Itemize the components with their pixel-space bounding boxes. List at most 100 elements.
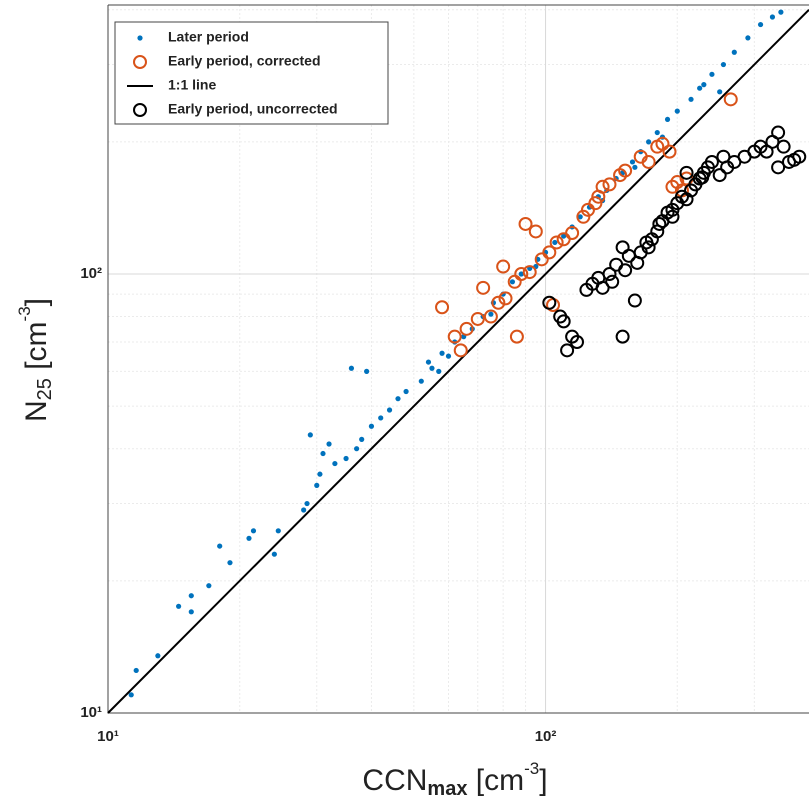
data-point xyxy=(435,300,450,315)
data-point xyxy=(609,257,624,272)
data-point xyxy=(717,89,723,95)
data-point xyxy=(488,311,494,317)
y-tick-label: 10¹ xyxy=(80,704,102,721)
data-point xyxy=(618,163,633,178)
data-point xyxy=(534,252,549,267)
data-point xyxy=(378,415,384,421)
data-point xyxy=(447,329,462,344)
data-point xyxy=(570,335,585,350)
data-point xyxy=(542,245,557,260)
data-point xyxy=(723,92,738,107)
legend-label: Later period xyxy=(168,29,249,45)
data-point xyxy=(664,116,671,123)
data-point xyxy=(641,154,656,169)
data-point xyxy=(304,500,310,507)
data-point xyxy=(771,125,786,140)
data-point xyxy=(332,460,338,467)
data-point xyxy=(561,233,567,239)
data-point xyxy=(560,343,575,358)
data-point xyxy=(627,293,642,308)
data-point xyxy=(418,378,424,384)
data-point xyxy=(720,61,727,68)
data-point xyxy=(662,144,677,159)
data-point xyxy=(359,436,365,442)
data-point xyxy=(483,309,498,324)
data-point xyxy=(697,85,703,91)
y-axis-label-part: [cm xyxy=(20,321,53,378)
data-point xyxy=(654,129,660,136)
data-point xyxy=(271,551,277,557)
data-point xyxy=(665,209,680,224)
data-point xyxy=(155,653,161,659)
data-point xyxy=(731,49,737,55)
y-tick-label: 10² xyxy=(80,265,102,282)
x-axis-label-part: ] xyxy=(539,764,547,797)
data-point xyxy=(556,314,571,329)
data-point xyxy=(632,164,638,170)
legend-marker xyxy=(133,55,147,69)
legend-label: 1:1 line xyxy=(168,77,216,93)
data-point xyxy=(514,267,529,282)
data-point xyxy=(354,446,360,452)
data-point xyxy=(565,225,580,240)
data-point xyxy=(615,240,630,255)
legend-box xyxy=(114,21,389,125)
y-axis-label-part: 25 xyxy=(34,378,56,400)
reference-line xyxy=(107,9,809,714)
data-point xyxy=(641,240,656,255)
data-point xyxy=(704,154,719,169)
data-point xyxy=(518,271,524,277)
data-point xyxy=(275,528,281,534)
data-point xyxy=(652,216,667,231)
data-point xyxy=(227,560,233,566)
legend-marker xyxy=(137,35,143,41)
data-point xyxy=(757,21,764,28)
data-point xyxy=(709,71,715,77)
y-axis-label: N25 [cm-3] xyxy=(15,298,56,422)
data-point xyxy=(476,280,491,295)
data-point xyxy=(776,139,791,154)
data-point xyxy=(217,543,223,549)
legend-label: Early period, corrected xyxy=(168,53,321,69)
data-point xyxy=(320,450,326,457)
legend-marker xyxy=(133,103,147,117)
data-point xyxy=(445,353,452,359)
data-point xyxy=(307,432,313,438)
data-point xyxy=(542,295,557,310)
data-point xyxy=(453,343,468,358)
data-point xyxy=(769,14,776,20)
data-point xyxy=(655,136,670,151)
data-point xyxy=(133,667,139,674)
data-point xyxy=(128,692,134,698)
data-point xyxy=(518,216,533,231)
data-point xyxy=(745,35,751,41)
data-point xyxy=(314,482,320,488)
data-point xyxy=(549,235,564,250)
data-point xyxy=(206,583,212,589)
data-point xyxy=(364,368,370,374)
x-axis-label-part: [cm xyxy=(467,764,524,797)
data-point xyxy=(522,265,537,280)
y-axis-label-part: ] xyxy=(20,298,53,306)
data-point xyxy=(771,160,786,175)
data-point xyxy=(509,329,524,344)
data-point xyxy=(470,311,485,326)
data-point xyxy=(716,149,731,164)
data-point xyxy=(509,279,516,285)
data-point xyxy=(688,96,694,102)
x-tick-label: 10¹ xyxy=(97,728,119,745)
data-point xyxy=(602,177,617,192)
y-axis-label-part: N xyxy=(20,400,53,422)
data-point xyxy=(615,329,630,344)
data-point xyxy=(343,455,349,462)
data-point xyxy=(595,280,610,295)
data-point xyxy=(188,593,194,599)
data-point xyxy=(695,170,710,185)
data-point xyxy=(301,507,307,513)
data-point xyxy=(425,359,432,365)
data-point xyxy=(674,108,680,114)
data-point xyxy=(679,165,694,180)
data-point xyxy=(436,368,442,374)
data-point xyxy=(577,214,583,220)
x-axis-label: CCNmax [cm-3] xyxy=(362,759,547,800)
